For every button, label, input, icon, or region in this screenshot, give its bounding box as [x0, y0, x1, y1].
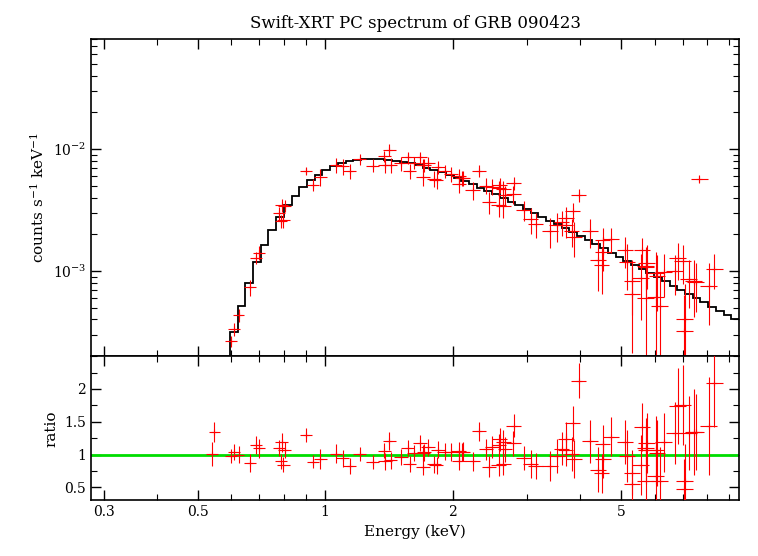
Y-axis label: counts s$^{-1}$ keV$^{-1}$: counts s$^{-1}$ keV$^{-1}$: [30, 132, 47, 263]
Y-axis label: ratio: ratio: [45, 410, 58, 446]
X-axis label: Energy (keV): Energy (keV): [364, 525, 466, 539]
Title: Swift-XRT PC spectrum of GRB 090423: Swift-XRT PC spectrum of GRB 090423: [249, 15, 581, 32]
